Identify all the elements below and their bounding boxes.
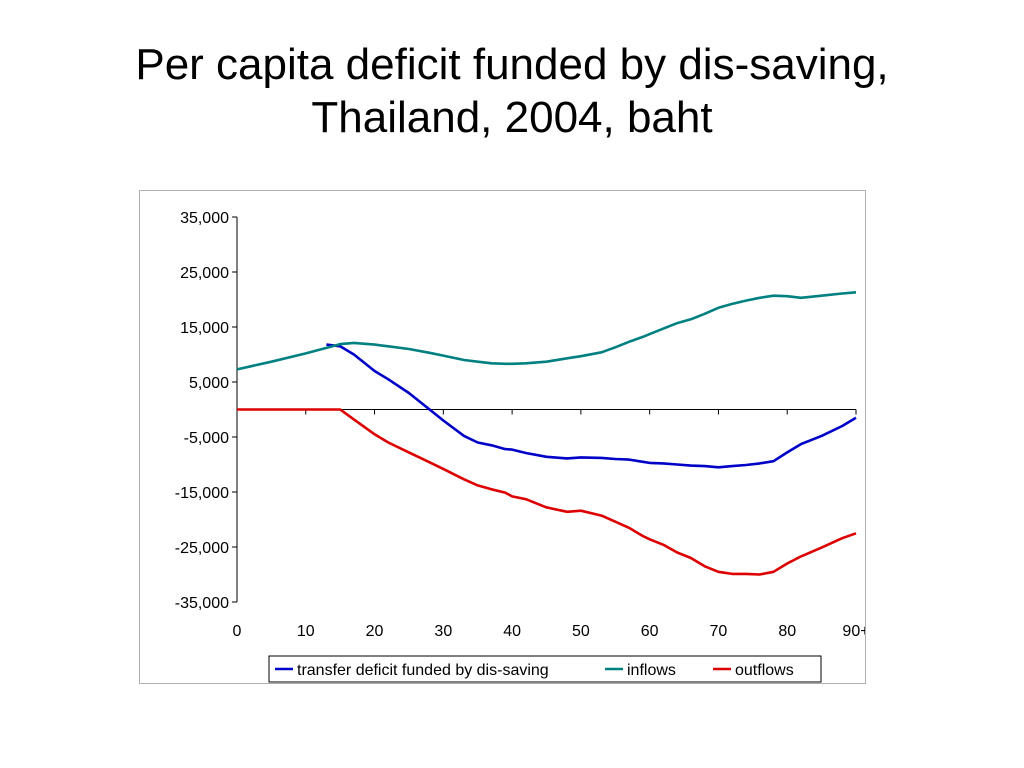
line-chart: 35,000 25,000 15,000 5,000 -5,000 -15,000 -25,… [175,210,865,683]
series-line-outflows [237,408,857,576]
y-tick-label: -25,000 [175,540,229,557]
y-tick-label: 25,000 [180,265,229,282]
x-tick-label: 20 [366,623,384,640]
y-tick-label: 15,000 [180,320,229,337]
series-line-transfer-deficit-funded-by-dis-saving [326,343,857,469]
title-line-1: Per capita deficit funded by dis-saving, [135,40,889,89]
title-line-2: Thailand, 2004, baht [311,93,713,142]
slide-title: Per capita deficit funded by dis-saving,… [0,38,1024,144]
legend-label: inflows [627,662,676,679]
x-tick-label: 30 [434,623,452,640]
y-tick-label: -35,000 [175,595,229,612]
y-tick-label: -5,000 [184,430,229,447]
x-tick-label: 70 [710,623,728,640]
x-tick-label: 10 [297,623,315,640]
x-tick-label: 60 [641,623,659,640]
legend-label: outflows [735,662,794,679]
x-tick-label: 50 [572,623,590,640]
x-tick-label: 80 [778,623,796,640]
y-tick-label: -15,000 [175,485,229,502]
chart-area: 35,000 25,000 15,000 5,000 -5,000 -15,000 -25,… [139,190,866,684]
series-line-inflows [236,291,857,371]
y-tick-label: 35,000 [180,210,229,227]
legend-label: transfer deficit funded by dis-saving [297,662,549,679]
x-tick-label: 0 [233,623,242,640]
x-tick-label: 40 [503,623,521,640]
x-tick-label: 90+ [842,623,865,640]
y-tick-label: 5,000 [189,375,229,392]
